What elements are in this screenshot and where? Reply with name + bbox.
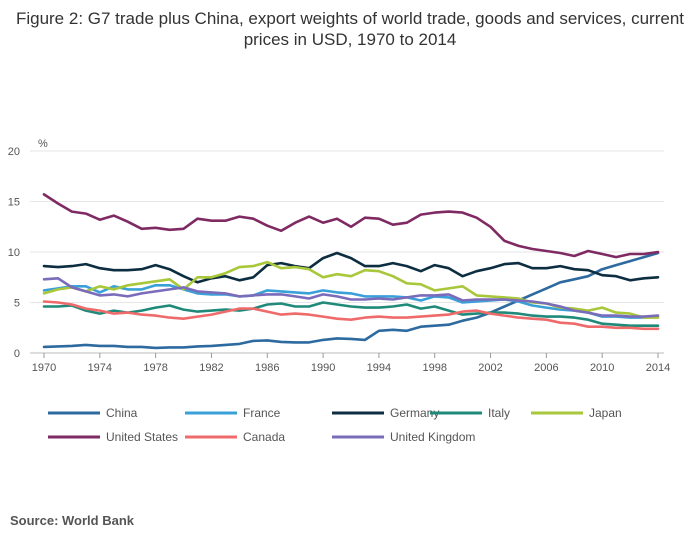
legend[interactable]: China France Germany Italy Japan United State… [48,406,622,444]
legend-label: United States [106,430,178,444]
legend-label: Italy [488,406,510,420]
x-tick-label: 1982 [199,362,223,374]
legend-label: Canada [243,430,285,444]
legend-label: United Kingdom [390,430,475,444]
series-line-china [42,251,660,350]
series-line-france [42,284,660,319]
legend-item-united-states[interactable]: United States [48,430,178,444]
series-line-united-kingdom [42,277,660,318]
legend-label: France [243,406,281,420]
x-tick-label: 2006 [534,362,558,374]
series-line-united-states [42,193,660,259]
y-tick-label: 0 [14,348,20,360]
legend-label: Japan [589,406,622,420]
legend-item-france[interactable]: France [185,406,281,420]
x-tick-label: 2010 [590,362,614,374]
y-tick-label: 10 [8,247,20,259]
legend-item-italy[interactable]: Italy [430,406,510,420]
legend-item-japan[interactable]: Japan [531,406,622,420]
legend-label: China [106,406,138,420]
legend-item-germany[interactable]: Germany [332,406,439,420]
x-tick-label: 2014 [646,362,670,374]
chart-title: Figure 2: G7 trade plus China, export we… [15,9,685,49]
series-line-germany [42,251,660,284]
legend-item-canada[interactable]: Canada [185,430,285,444]
y-axis: 0 5 10 15 20 [8,146,20,360]
y-tick-label: 5 [14,298,20,310]
legend-label: Germany [390,406,439,420]
x-tick-label: 1994 [367,362,391,374]
x-tick-label: 2002 [478,362,502,374]
series-lines [42,193,660,350]
legend-item-china[interactable]: China [48,406,138,420]
series-line-italy [42,301,660,327]
y-tick-label: 15 [8,197,20,209]
series-line-canada [42,300,660,331]
x-tick-label: 1974 [88,362,112,374]
x-tick-label: 1978 [143,362,167,374]
source-note: Source: World Bank [10,513,135,528]
legend-item-united-kingdom[interactable]: United Kingdom [332,430,475,444]
x-axis: 1970 1974 1978 1982 1986 1990 1994 1998 2002 2006… [32,353,670,374]
y-tick-label: 20 [8,146,20,158]
y-axis-label: % [38,138,48,150]
x-tick-label: 1990 [311,362,335,374]
x-tick-label: 1998 [422,362,446,374]
x-tick-label: 1986 [255,362,279,374]
x-tick-label: 1970 [32,362,56,374]
